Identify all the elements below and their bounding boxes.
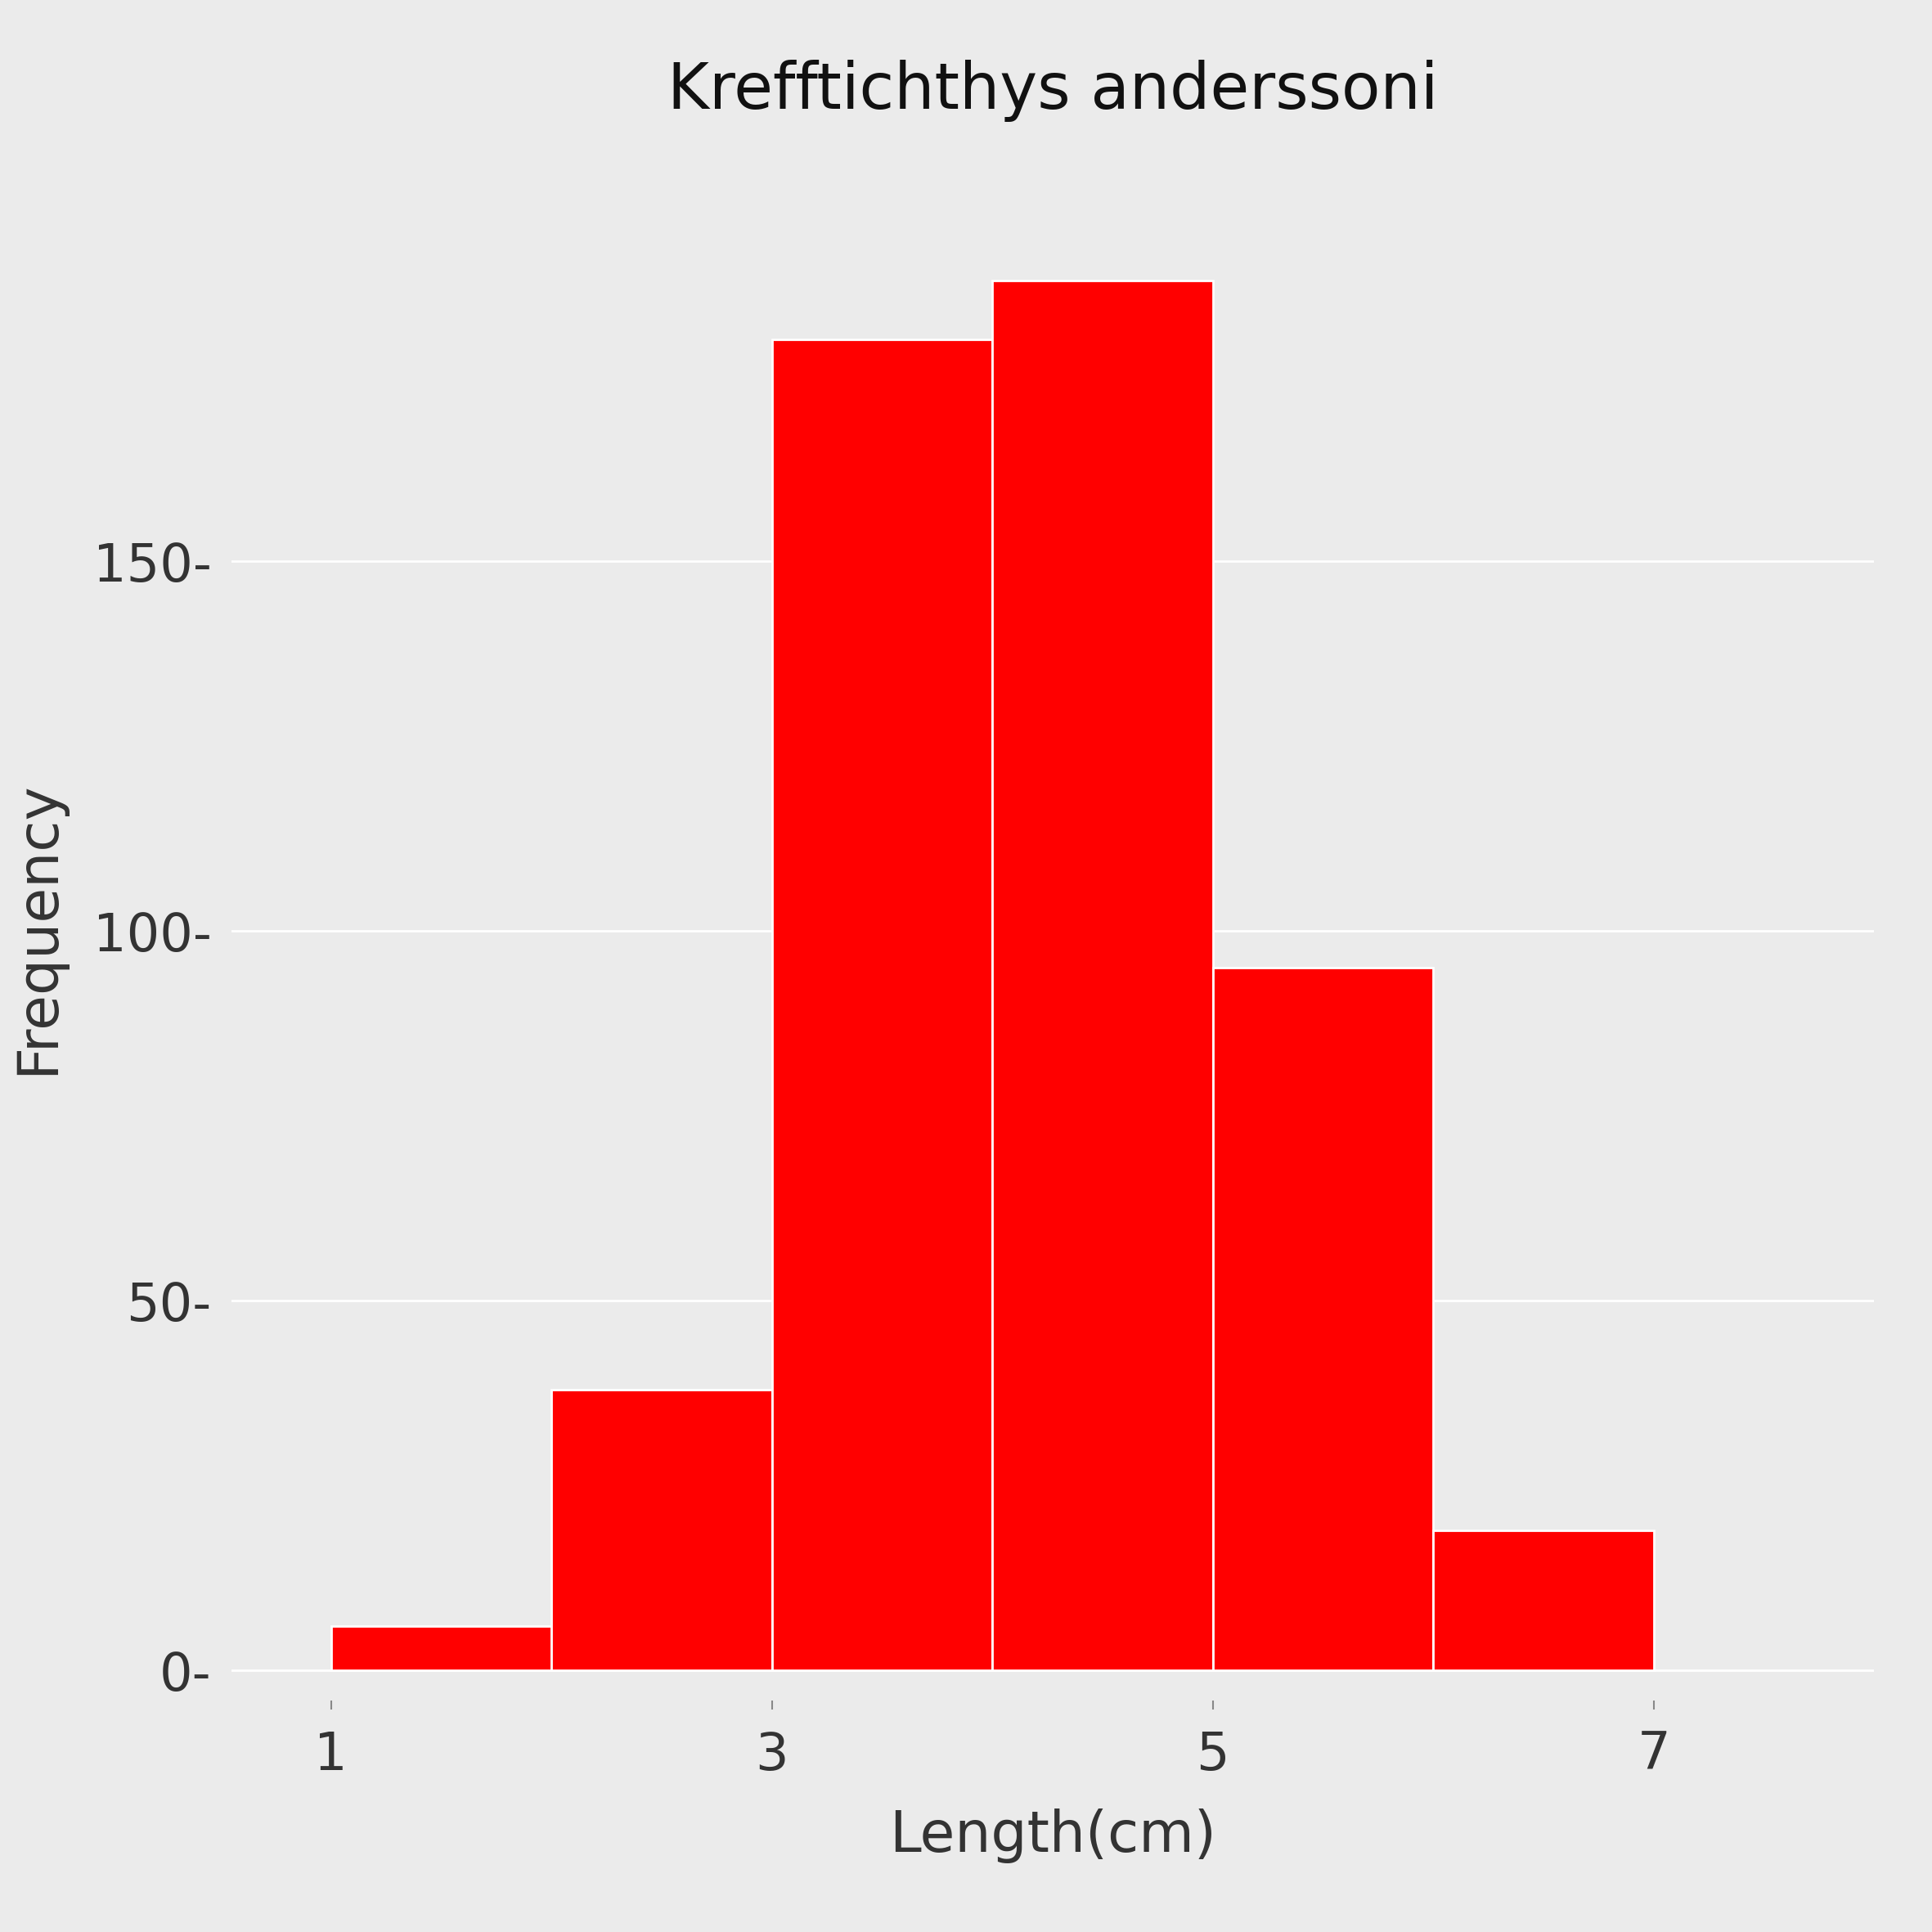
Bar: [773, 340, 993, 1671]
Bar: [1434, 1530, 1654, 1671]
Title: Krefftichthys anderssoni: Krefftichthys anderssoni: [668, 60, 1437, 122]
Bar: [330, 1627, 551, 1671]
Bar: [1213, 968, 1434, 1671]
Y-axis label: Frequency: Frequency: [10, 781, 64, 1074]
Bar: [551, 1389, 773, 1671]
X-axis label: Length(cm): Length(cm): [889, 1808, 1217, 1864]
Bar: [993, 280, 1213, 1671]
